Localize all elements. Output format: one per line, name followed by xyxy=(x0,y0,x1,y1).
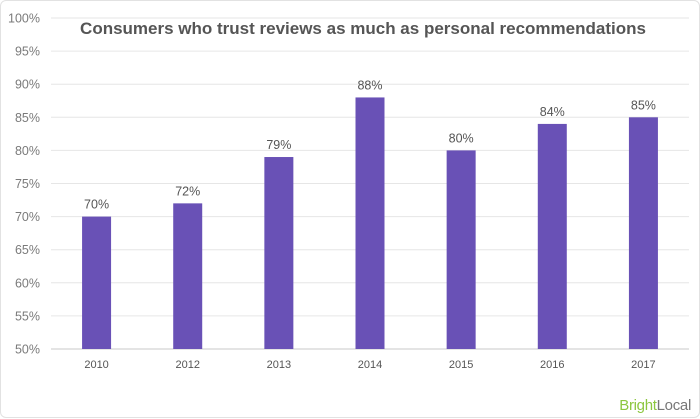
data-label: 84% xyxy=(540,105,565,119)
data-label: 72% xyxy=(175,184,200,198)
x-tick-label: 2016 xyxy=(540,359,564,371)
y-tick-label: 75% xyxy=(15,177,40,191)
x-tick-label: 2012 xyxy=(175,359,199,371)
y-tick-label: 60% xyxy=(15,276,40,290)
bar xyxy=(355,97,385,349)
x-tick-label: 2017 xyxy=(631,359,655,371)
data-labels: 70% 72% 79% 88% 80% 84% 85% xyxy=(84,78,656,211)
brand-part-local: Local xyxy=(656,397,692,414)
bar xyxy=(537,123,567,349)
data-label: 85% xyxy=(631,98,656,112)
bar xyxy=(173,203,203,349)
chart-title: Consumers who trust reviews as much as p… xyxy=(80,19,646,38)
y-tick-label: 50% xyxy=(15,343,40,357)
bars xyxy=(82,97,658,349)
x-tick-label: 2014 xyxy=(358,359,382,371)
bar xyxy=(264,157,294,349)
y-tick-label: 80% xyxy=(15,144,40,158)
bar xyxy=(446,150,476,349)
y-tick-label: 100% xyxy=(8,12,40,26)
y-tick-label: 90% xyxy=(15,78,40,92)
data-label: 79% xyxy=(266,138,291,152)
brightlocal-logo: BrightLocal xyxy=(619,398,691,413)
x-tick-label: 2010 xyxy=(84,359,108,371)
x-tick-label: 2013 xyxy=(267,359,291,371)
brand-part-bright: Bright xyxy=(619,397,657,414)
x-axis-tick-labels: 2010 2012 2013 2014 2015 2016 2017 xyxy=(84,359,655,371)
y-tick-label: 95% xyxy=(15,45,40,59)
y-tick-label: 65% xyxy=(15,243,40,257)
bar xyxy=(628,117,658,349)
x-tick-label: 2015 xyxy=(449,359,473,371)
bar xyxy=(82,216,112,349)
y-axis-tick-labels: 50% 55% 60% 65% 70% 75% 80% 85% 90% 95% 100% xyxy=(8,12,40,357)
y-tick-label: 55% xyxy=(15,309,40,323)
data-label: 88% xyxy=(357,78,382,92)
data-label: 80% xyxy=(449,131,474,145)
data-label: 70% xyxy=(84,198,109,212)
y-tick-label: 85% xyxy=(15,111,40,125)
y-tick-label: 70% xyxy=(15,210,40,224)
